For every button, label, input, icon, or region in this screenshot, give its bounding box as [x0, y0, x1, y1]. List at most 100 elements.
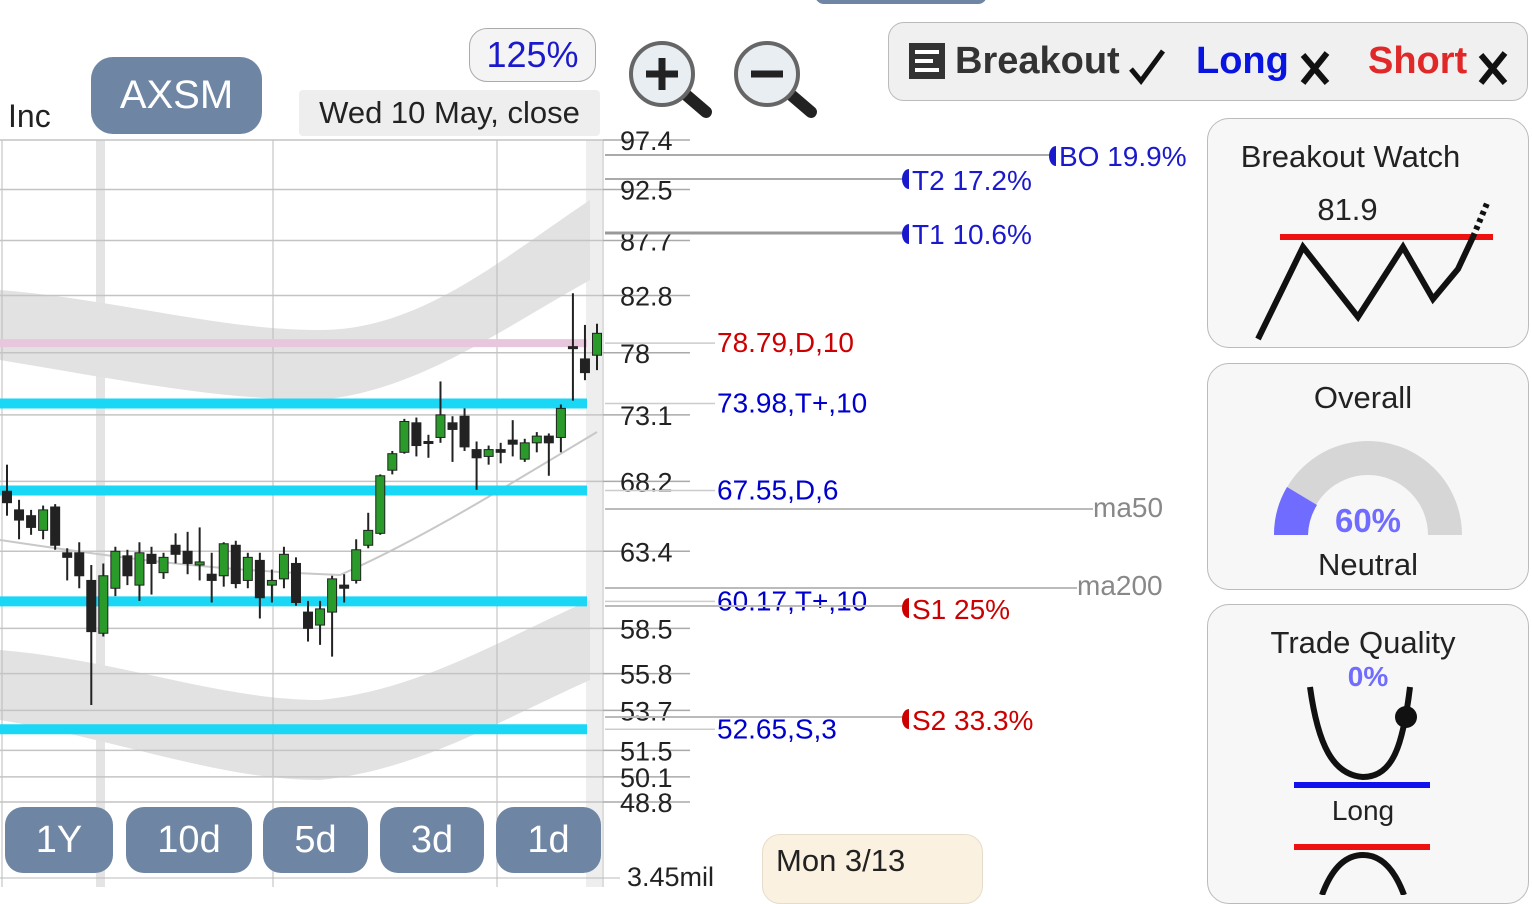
candle-body	[158, 556, 169, 574]
y-tick-label: 51.5	[620, 736, 673, 766]
candle-body	[351, 549, 362, 581]
period-button[interactable]: 1d	[496, 807, 601, 873]
candle-body	[387, 453, 398, 471]
y-tick-label: 82.8	[620, 282, 673, 312]
ticker[interactable]: AXSM	[91, 57, 262, 134]
candle-body	[435, 414, 446, 438]
candle-body	[459, 415, 470, 448]
panel-label: Neutral	[1318, 547, 1418, 582]
candle-body	[170, 544, 181, 555]
zoom-level[interactable]: 125%	[469, 28, 596, 82]
cross-icon	[1300, 51, 1330, 85]
breakout-watch-panel[interactable]: Breakout Watch 81.9	[1207, 118, 1529, 348]
level-label: 52.65,S,3	[717, 713, 837, 744]
candle-body	[339, 584, 350, 589]
candle-body	[579, 358, 590, 374]
zoom-in[interactable]	[626, 40, 716, 120]
candle-body	[50, 506, 61, 546]
breakout-label: Breakout	[955, 40, 1120, 82]
price-chart: 97.492.587.782.87873.168.263.458.555.853…	[0, 126, 1187, 887]
candle-body	[315, 608, 326, 626]
price-axis: 97.492.587.782.87873.168.263.458.555.853…	[0, 126, 690, 818]
candle-body	[290, 562, 301, 603]
candle-body	[218, 543, 229, 577]
candle-body	[483, 449, 494, 457]
overall-panel[interactable]: Overall 60% Neutral	[1207, 363, 1529, 590]
company-label: Inc	[8, 98, 51, 134]
y-tick-label: 55.8	[620, 660, 673, 690]
panel-title: Trade Quality	[1270, 625, 1456, 660]
candle-body	[2, 490, 12, 504]
candle-body	[134, 552, 145, 586]
candle-body	[194, 561, 205, 566]
panel-title: Breakout Watch	[1240, 139, 1461, 174]
y-tick-label: 73.1	[620, 401, 673, 431]
cross-icon	[1478, 51, 1508, 85]
candle-body	[254, 559, 265, 599]
y-tick-label: 63.4	[620, 537, 673, 567]
annotations: BO 19.9% T2 17.2% T1 10.6% S1 25% S2 33.…	[0, 141, 1187, 887]
period-button[interactable]: 1Y	[5, 807, 113, 873]
candle-body	[110, 550, 121, 589]
candle-body	[74, 552, 85, 577]
short-label: Short	[1368, 40, 1468, 82]
candle-body	[303, 611, 314, 629]
candle-body	[375, 475, 386, 534]
candle-body	[423, 440, 434, 444]
target-label: T1 10.6%	[912, 219, 1032, 250]
candles	[2, 293, 602, 706]
ma-label: ma50	[1093, 492, 1163, 523]
panel-value: 0%	[1347, 661, 1389, 692]
candle-body	[447, 422, 458, 430]
ma-label: ma200	[1077, 570, 1163, 601]
target-label: S2 33.3%	[912, 705, 1033, 736]
volume-label: 3.45mil	[627, 862, 714, 887]
candle-body	[555, 407, 566, 438]
candle-body	[242, 556, 253, 581]
period-button[interactable]: 5d	[263, 807, 368, 873]
panel-label: Long	[1331, 795, 1395, 826]
candle-body	[531, 435, 542, 444]
candle-body	[327, 578, 338, 613]
candle-body	[507, 439, 518, 445]
candle-body	[519, 442, 530, 460]
menu-icon[interactable]	[909, 43, 945, 79]
target-label: BO 19.9%	[1059, 141, 1187, 172]
level-label: 73.98,T+,10	[717, 387, 867, 418]
candle-body	[266, 579, 277, 586]
cursor-date: Mon 3/13	[762, 834, 983, 904]
zoom-out[interactable]	[731, 40, 821, 120]
target-label: T2 17.2%	[912, 165, 1032, 196]
breakout-icon	[1255, 199, 1493, 341]
y-tick-label: 53.7	[620, 696, 673, 726]
y-tick-label: 50.1	[620, 763, 673, 793]
check-icon	[1129, 49, 1166, 86]
candle-body	[206, 573, 217, 581]
period-button[interactable]: 3d	[380, 807, 484, 873]
y-tick-label: 92.5	[620, 175, 673, 205]
candle-body	[26, 515, 37, 528]
top-tab[interactable]	[815, 0, 987, 4]
gauge	[1273, 441, 1462, 535]
y-tick-label: 68.2	[620, 467, 673, 497]
candle-body	[38, 509, 49, 531]
candle-body	[278, 553, 289, 580]
candle-body	[14, 509, 25, 521]
y-tick-label: 48.8	[620, 788, 673, 818]
candle-body	[122, 555, 133, 577]
candle-body	[592, 332, 602, 356]
trade-quality-panel[interactable]: Trade Quality 0% Long	[1207, 604, 1529, 904]
quality-icon	[1294, 686, 1430, 895]
chart-background	[0, 140, 604, 887]
y-tick-label: 87.7	[620, 226, 673, 256]
level-label: 60.17,T+,10	[717, 585, 867, 616]
candle-body	[146, 553, 157, 564]
candle-body	[86, 579, 97, 633]
panel-value: 60%	[1334, 502, 1402, 539]
candle-body	[230, 544, 241, 585]
period-button[interactable]: 10d	[126, 807, 252, 873]
long-label: Long	[1196, 40, 1289, 82]
candle-body	[62, 552, 73, 558]
candle-body	[411, 422, 422, 447]
